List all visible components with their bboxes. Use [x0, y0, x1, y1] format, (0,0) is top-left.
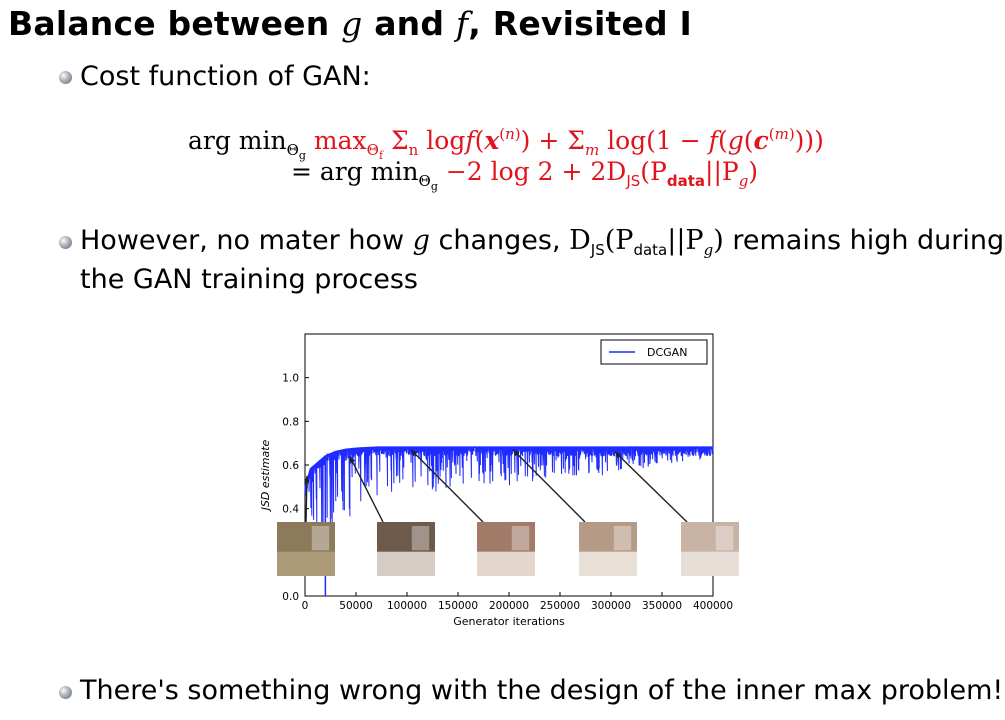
annotation-arrowhead [304, 475, 310, 483]
sample-thumbnail-window [411, 526, 430, 551]
x-axis-label: Generator iterations [453, 615, 565, 628]
bullet-2-part-2: changes, [438, 225, 561, 256]
x-tick-label: 200000 [489, 600, 529, 612]
title-and: and [374, 4, 445, 43]
title-prefix: Balance between [8, 4, 330, 43]
annotation-arrowhead [513, 449, 520, 457]
formula-argmin-1: arg minΘg [188, 126, 306, 162]
sample-thumbnail-window [511, 526, 530, 551]
x-tick-label: 250000 [540, 600, 580, 612]
sample-thumbnail-window [613, 526, 632, 551]
y-axis-label: JSD estimate [259, 439, 272, 512]
title-math-f: f [455, 4, 469, 43]
annotation-arrowhead [411, 449, 418, 457]
sample-thumbnail-detail [681, 551, 739, 576]
title-math-g: g [341, 4, 363, 43]
jsd-chart: 0 50000 100000 150000 200000 250000 300000 3500… [255, 322, 745, 632]
y-tick-label: 0.4 [282, 504, 299, 516]
series-dcgan-line [304, 446, 714, 560]
y-tick-label: 0.6 [282, 460, 299, 472]
formula-line-1: arg minΘg maxΘf Σn logf(x(n)) + Σm log(1… [188, 119, 824, 171]
formula-jsd-term: −2 log 2 + 2DJS(Pdata||Pg) [445, 157, 759, 190]
bullet-text-1: Cost function of GAN: [80, 61, 371, 92]
x-tick-label: 300000 [591, 600, 631, 612]
bullet-icon [59, 686, 72, 699]
y-tick-label: 0.8 [282, 416, 299, 428]
y-tick-label: 0.0 [282, 591, 299, 603]
annotation-arrowhead [349, 456, 356, 464]
x-tick-label: 400000 [693, 600, 733, 612]
formula-argmin-2: = arg minΘg [291, 157, 438, 193]
x-tick-label: 150000 [438, 600, 478, 612]
sample-thumbnail-detail [277, 551, 335, 576]
slide-title: Balance between g and f, Revisited I [8, 4, 692, 43]
bullet-text-2-line-1: However, no mater how g changes, DJS(Pda… [80, 223, 1004, 268]
formula-line-2: = arg minΘg −2 log 2 + 2DJS(Pdata||Pg) [291, 157, 758, 202]
jsd-chart-svg: 0 50000 100000 150000 200000 250000 300000 3500… [259, 333, 739, 628]
title-suffix: , Revisited I [468, 4, 693, 43]
legend-label: DCGAN [647, 346, 687, 359]
sample-thumbnail-detail [377, 551, 435, 576]
x-tick-label: 350000 [642, 600, 682, 612]
annotation-arrowhead [615, 451, 622, 459]
x-tick-label: 100000 [387, 600, 427, 612]
annotation-arrow [614, 451, 688, 523]
annotation-arrow [349, 455, 384, 523]
bullet-text-3: There's something wrong with the design … [80, 675, 1004, 706]
x-tick-label: 50000 [339, 600, 372, 612]
y-tick-label: 1.0 [282, 373, 299, 385]
formula-max-term: maxΘf Σn logf(x(n)) + Σm log(1 − f(g(c(m… [313, 125, 824, 162]
annotation-arrow [410, 449, 484, 523]
bullet-text-2-line-2: the GAN training process [80, 264, 419, 295]
sample-thumbnail-window [715, 526, 734, 551]
bullet-2-math-djs: DJS(Pdata||Pg) [569, 225, 724, 259]
sample-thumbnail-detail [579, 551, 637, 576]
bullet-2-part-3: remains high during [732, 225, 1005, 256]
x-tick-label: 0 [302, 600, 309, 612]
sample-thumbnail-detail [477, 551, 535, 576]
bullet-icon [59, 71, 72, 84]
annotation-arrow [512, 449, 586, 523]
bullet-2-part-1: However, no mater how [80, 225, 405, 256]
annotation-arrow [305, 475, 308, 523]
bullet-icon [59, 236, 72, 249]
sample-thumbnail-window [311, 526, 330, 551]
bullet-2-math-g: g [412, 225, 430, 256]
